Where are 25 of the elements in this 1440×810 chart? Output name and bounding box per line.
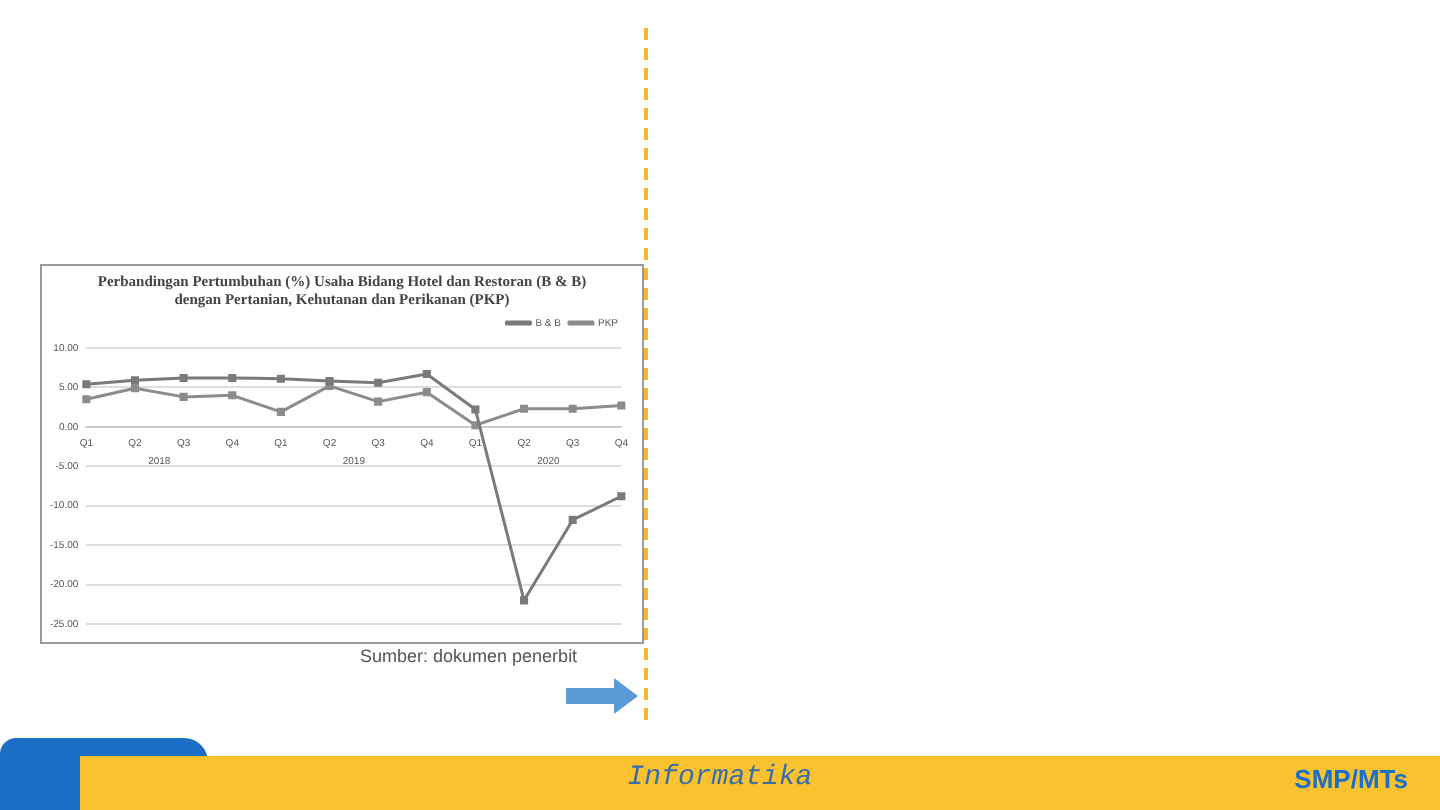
- text: Sumber: dokumen penerbit: [360, 646, 578, 666]
- point: [130, 376, 140, 385]
- point: [422, 388, 431, 397]
- text: SMP/MTs: [1294, 764, 1408, 794]
- point: [520, 596, 529, 605]
- point: [471, 421, 480, 430]
- point: [82, 380, 91, 389]
- point: [179, 392, 188, 401]
- text: Informatika: [627, 762, 813, 794]
- point: [130, 384, 140, 393]
- point: [617, 401, 626, 410]
- point: [82, 395, 91, 404]
- point: [179, 373, 188, 383]
- point: [568, 404, 577, 413]
- point: [276, 407, 285, 416]
- point: [374, 397, 383, 406]
- point: [520, 404, 529, 413]
- point: [228, 391, 237, 400]
- point: [471, 405, 480, 414]
- point: [374, 378, 383, 387]
- point: [617, 492, 626, 501]
- point: [276, 374, 285, 383]
- point: [228, 373, 237, 383]
- point: [568, 515, 577, 524]
- point: [422, 369, 431, 379]
